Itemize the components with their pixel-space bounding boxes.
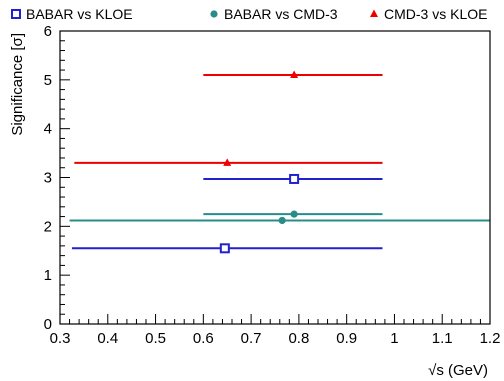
y-tick-label: 2 bbox=[44, 218, 52, 235]
x-tick-label: 0.7 bbox=[241, 330, 262, 347]
y-tick-label: 0 bbox=[44, 316, 52, 333]
legend-label: BABAR vs CMD-3 bbox=[224, 6, 338, 22]
x-tick-label: 0.8 bbox=[288, 330, 309, 347]
x-axis-label: √s (GeV) bbox=[428, 362, 488, 379]
data-point bbox=[278, 216, 286, 225]
axis-ticks: 0.3 0.4 0.5 0.6 0.7 0.8 0.9 1 1.1 1.2 0 1 2 3 4 5 6 bbox=[44, 23, 501, 347]
y-tick-label: 3 bbox=[44, 170, 52, 187]
legend-label: CMD-3 vs KLOE bbox=[384, 6, 487, 22]
x-tick-label: 1.2 bbox=[480, 330, 501, 347]
data-point bbox=[289, 173, 300, 184]
y-tick-label: 6 bbox=[44, 23, 52, 40]
legend: BABAR vs KLOE BABAR vs CMD-3 CMD-3 vs KLOE bbox=[11, 6, 487, 22]
y-axis-label: Significance [σ] bbox=[9, 33, 26, 136]
legend-marker bbox=[370, 9, 378, 17]
y-tick-label: 1 bbox=[44, 267, 52, 284]
series-3 bbox=[74, 70, 383, 166]
data-point bbox=[290, 70, 299, 78]
y-tick-label: 4 bbox=[44, 121, 52, 138]
series-2 bbox=[69, 210, 490, 225]
legend-label: BABAR vs KLOE bbox=[26, 6, 133, 22]
series-1 bbox=[71, 173, 383, 254]
x-tick-label: 1.1 bbox=[432, 330, 453, 347]
x-tick-label: 0.5 bbox=[145, 330, 166, 347]
data-point bbox=[219, 243, 230, 254]
x-tick-label: 0.6 bbox=[193, 330, 214, 347]
y-tick-label: 5 bbox=[44, 72, 52, 89]
data-point bbox=[223, 158, 232, 166]
x-tick-label: 0.4 bbox=[97, 330, 118, 347]
x-tick-label: 1 bbox=[390, 330, 398, 347]
x-tick-label: 0.3 bbox=[50, 330, 71, 347]
legend-marker bbox=[11, 9, 21, 19]
data-layer bbox=[69, 70, 490, 254]
x-tick-label: 0.9 bbox=[336, 330, 357, 347]
data-point bbox=[290, 210, 298, 218]
legend-marker bbox=[210, 10, 218, 18]
